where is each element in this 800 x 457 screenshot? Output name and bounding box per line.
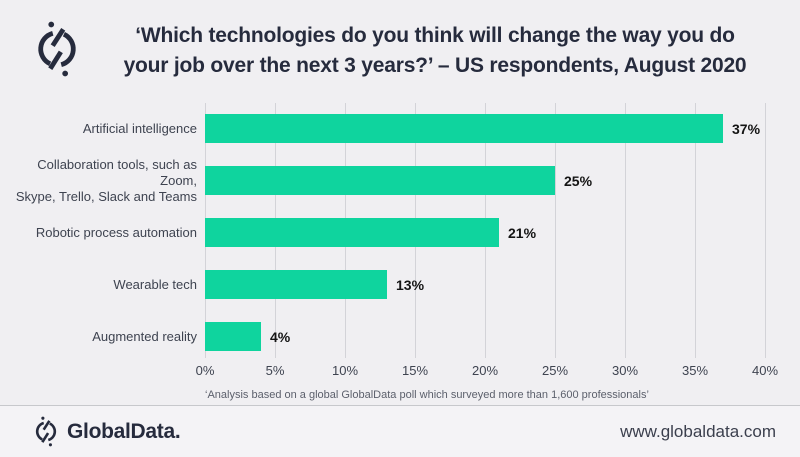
gridline [625, 103, 626, 358]
footer-brand-name: GlobalData. [67, 419, 181, 443]
category-label: Augmented reality [92, 328, 197, 344]
x-tick-label: 0% [195, 363, 215, 378]
x-tick-label: 35% [681, 363, 709, 378]
footer-brand: GlobalData. [33, 416, 181, 447]
page-title-line2: your job over the next 3 years?’ – US re… [123, 54, 747, 77]
bar [205, 322, 261, 351]
x-tick-label: 25% [541, 363, 569, 378]
footnote: ‘Analysis based on a global GlobalData p… [205, 389, 649, 401]
footer-bar: GlobalData. www.globaldata.com [0, 405, 800, 457]
chart-row: Augmented reality 4% [0, 322, 800, 351]
chart-row: Artificial intelligence 37% [0, 114, 800, 143]
category-label: Robotic process automation [35, 224, 197, 240]
globaldata-logo-icon [38, 21, 76, 77]
globaldata-logo-icon [35, 416, 57, 447]
x-tick-label: 40% [751, 363, 779, 378]
value-label: 25% [564, 172, 593, 189]
x-tick-label: 10% [331, 363, 359, 378]
chart-row: Wearable tech 13% [0, 270, 800, 299]
x-tick-label: 5% [265, 363, 285, 378]
value-label: 37% [732, 120, 761, 137]
x-tick-label: 20% [471, 363, 499, 378]
gridline [695, 103, 696, 358]
x-tick-label: 15% [401, 363, 429, 378]
gridline [555, 103, 556, 358]
category-label: Collaboration tools, such as Zoom, Skype… [15, 156, 197, 204]
gridline [765, 103, 766, 358]
value-label: 21% [508, 224, 537, 241]
category-label: Artificial intelligence [82, 120, 197, 136]
bar [205, 114, 723, 143]
value-label: 13% [396, 276, 425, 293]
value-label: 4% [270, 328, 291, 345]
chart-row: Collaboration tools, such as Zoom, Skype… [0, 157, 800, 204]
page-title: ‘Which technologies do you think will ch… [88, 21, 782, 81]
page-title-line1: ‘Which technologies do you think will ch… [135, 24, 735, 47]
chart: Artificial intelligence 37% Collaboration … [0, 103, 800, 401]
x-tick-label: 30% [611, 363, 639, 378]
bar [205, 270, 387, 299]
bar [205, 166, 555, 195]
footer-website: www.globaldata.com [620, 421, 776, 441]
bar-rows: Artificial intelligence 37% Collaboration … [0, 103, 800, 358]
chart-row: Robotic process automation 21% [0, 218, 800, 247]
bar [205, 218, 499, 247]
category-label: Wearable tech [113, 276, 197, 292]
